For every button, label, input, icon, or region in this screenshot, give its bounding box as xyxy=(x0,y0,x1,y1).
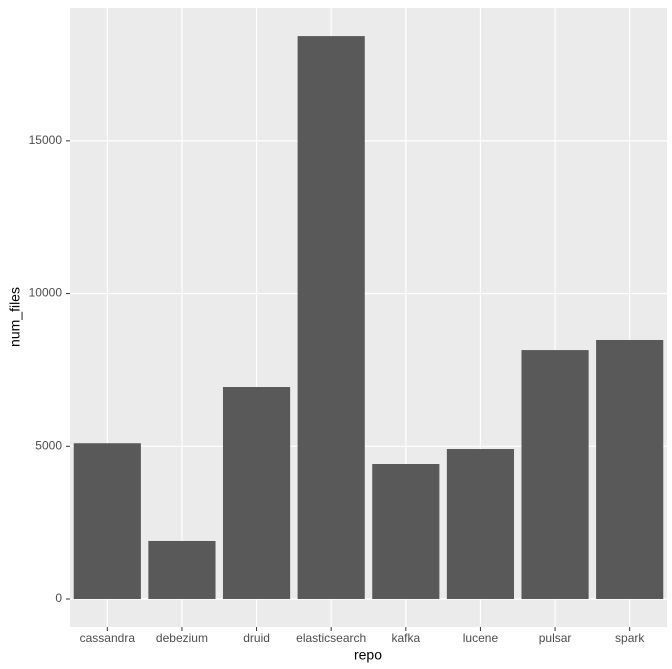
bar xyxy=(596,339,664,599)
y-tick-label: 10000 xyxy=(29,286,63,300)
bar xyxy=(446,449,515,599)
bar xyxy=(222,387,291,599)
bar xyxy=(73,443,141,599)
x-tick-label: lucene xyxy=(463,631,499,645)
x-tick-label: kafka xyxy=(391,631,420,645)
x-tick-label: pulsar xyxy=(539,631,572,645)
bar xyxy=(521,350,589,599)
x-tick-label: debezium xyxy=(156,631,208,645)
x-tick-label: spark xyxy=(615,631,645,645)
x-axis-title: repo xyxy=(354,647,382,663)
x-tick-label: cassandra xyxy=(80,631,136,645)
y-tick-label: 5000 xyxy=(35,438,62,452)
y-tick-label: 0 xyxy=(55,591,62,605)
y-tick-label: 15000 xyxy=(29,133,63,147)
y-axis-title: num_files xyxy=(7,287,23,347)
bar xyxy=(148,540,216,599)
bar xyxy=(372,463,440,599)
x-tick-label: elasticsearch xyxy=(296,631,366,645)
bar xyxy=(297,36,365,599)
x-tick-label: druid xyxy=(243,631,270,645)
